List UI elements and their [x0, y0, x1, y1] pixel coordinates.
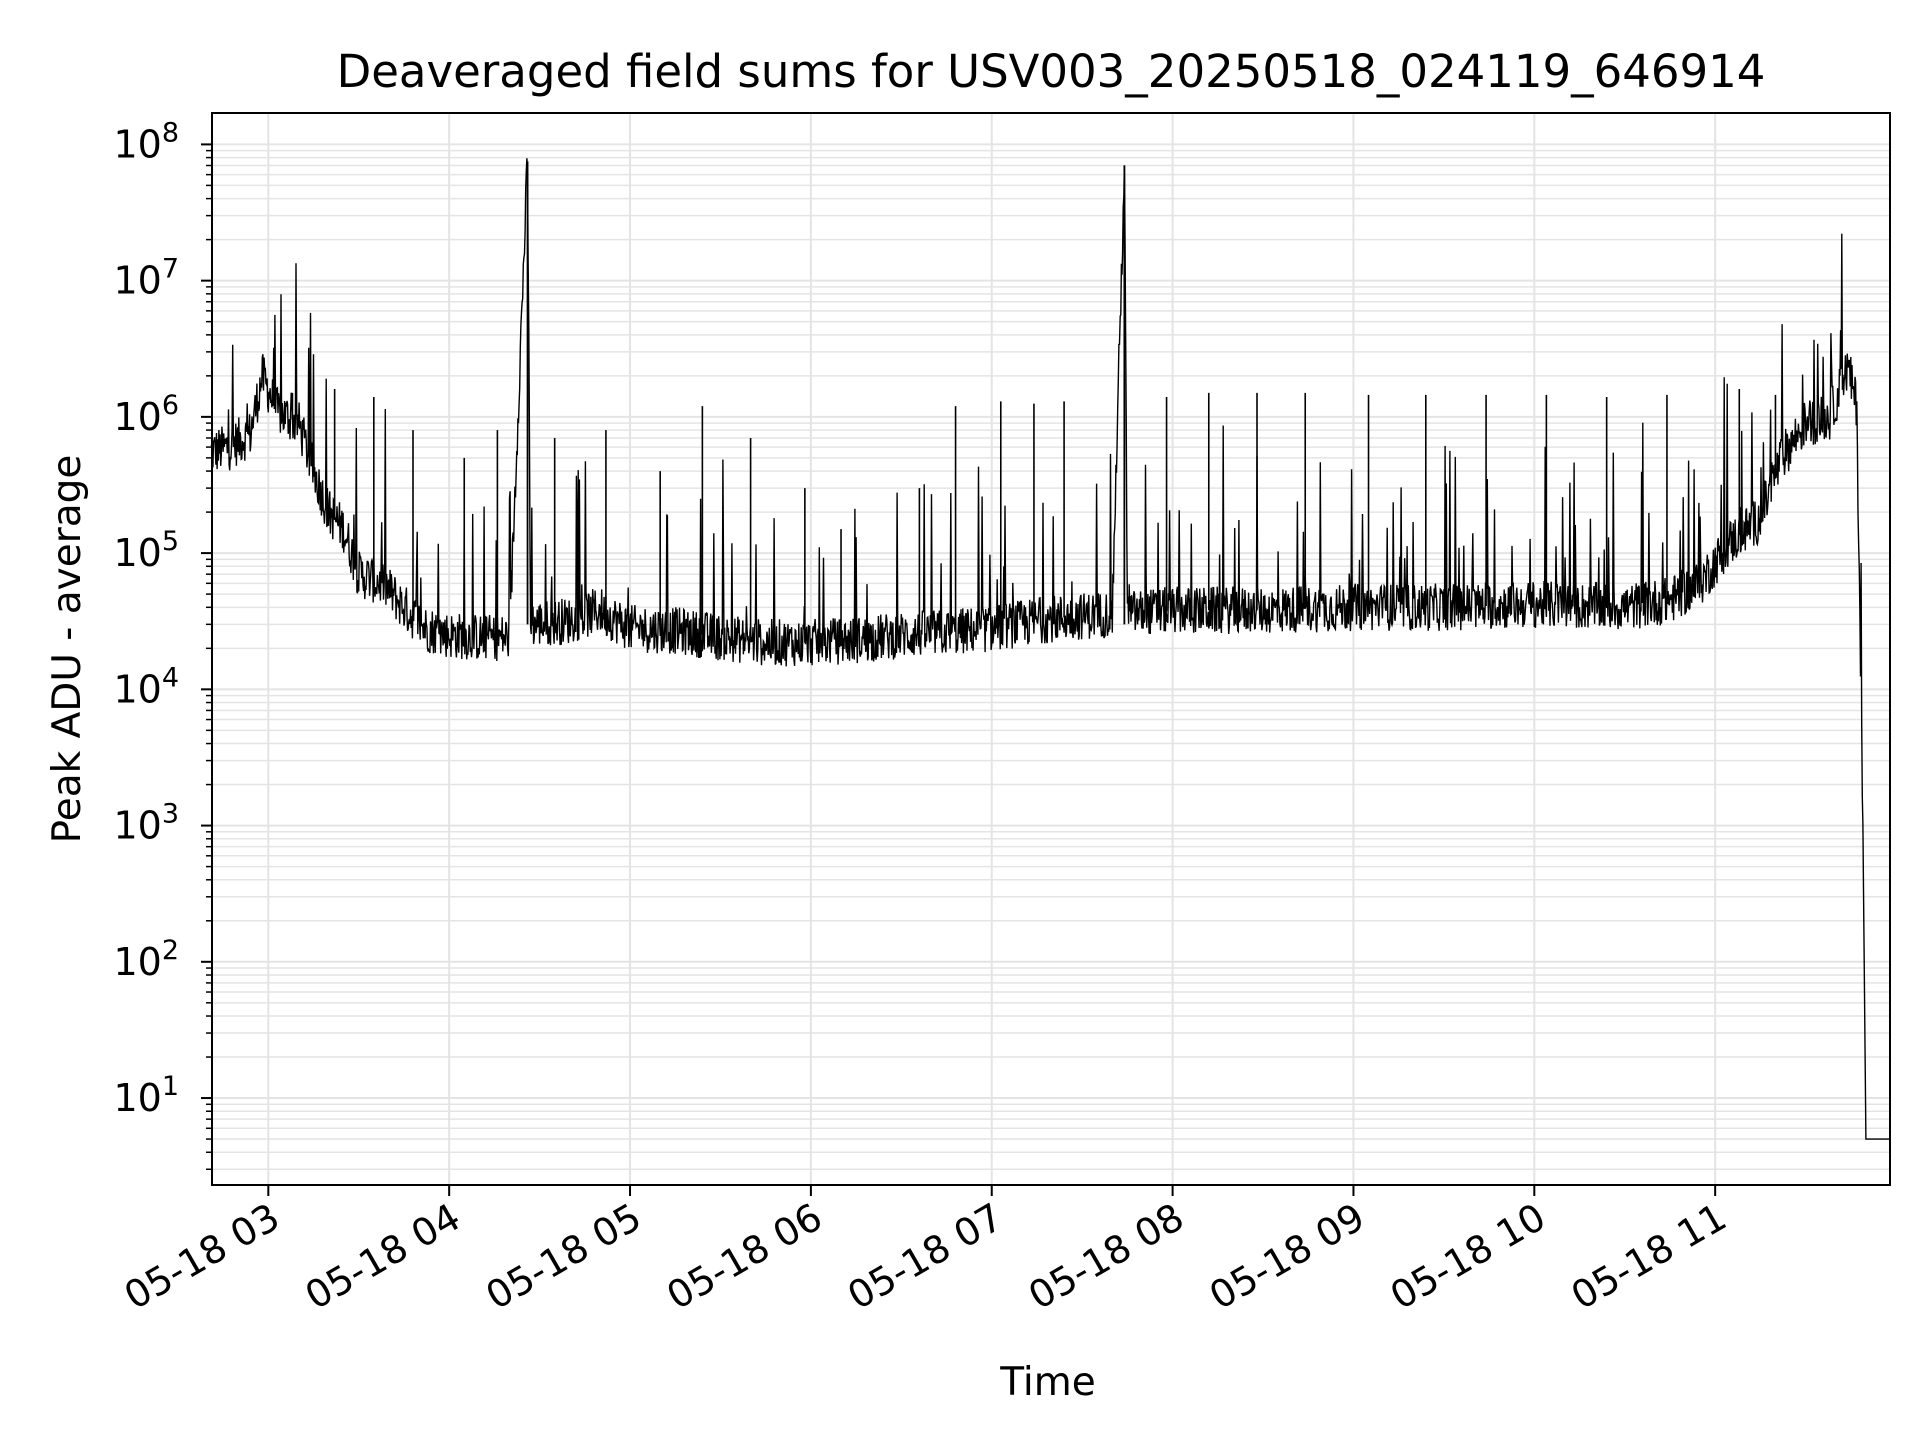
y-tick-label: 104: [113, 662, 179, 711]
series-path: [210, 158, 1890, 1140]
chart-title: Deaveraged field sums for USV003_2025051…: [337, 45, 1766, 98]
y-tick-label: 108: [113, 117, 179, 166]
y-tick-label: 107: [113, 254, 179, 303]
y-tick-label: 103: [113, 799, 179, 848]
series-line: [210, 158, 1890, 1140]
y-tick-label: 106: [113, 390, 179, 439]
y-tick-label: 102: [113, 935, 179, 984]
y-tick-label: 105: [113, 526, 179, 575]
grid: [212, 113, 1890, 1185]
x-axis-label: Time: [999, 1360, 1095, 1405]
y-tick-label: 101: [113, 1071, 179, 1120]
y-axis-label: Peak ADU - average: [45, 455, 90, 844]
